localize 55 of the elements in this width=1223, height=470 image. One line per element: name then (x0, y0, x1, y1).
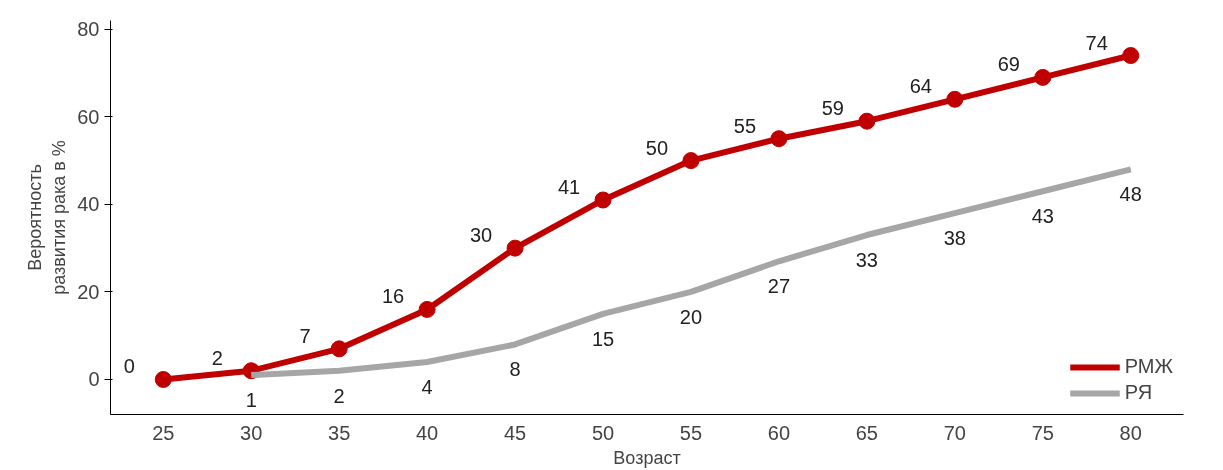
y-tick-label: 20 (77, 280, 100, 303)
point (770, 130, 788, 148)
legend-label: РМЖ (1124, 355, 1173, 378)
point (594, 191, 612, 209)
data-label: 2 (333, 384, 345, 407)
y-axis-title: Вероятность развития рака в % (25, 140, 70, 295)
x-tick-label: 50 (591, 421, 615, 444)
x-axis-title: Возраст (613, 447, 681, 468)
data-label: 2 (211, 346, 223, 369)
x-tick-label: 25 (152, 421, 175, 444)
point (330, 340, 348, 358)
data-label: 0 (123, 355, 135, 378)
point (1034, 68, 1052, 86)
data-label: 15 (591, 327, 615, 350)
data-label: 55 (733, 114, 757, 137)
data-label: 41 (557, 175, 581, 198)
point (506, 239, 524, 257)
data-label: 27 (767, 275, 791, 298)
data-label: 33 (855, 249, 878, 272)
y-tick-label: 40 (77, 193, 100, 216)
data-label: 64 (909, 75, 932, 98)
x-tick-label: 65 (855, 421, 878, 444)
data-label: 69 (997, 53, 1020, 76)
data-label: 48 (1119, 183, 1142, 206)
point (858, 112, 876, 130)
legend-label: РЯ (1124, 381, 1153, 404)
y-tick-label: 80 (77, 18, 100, 41)
data-label: 59 (821, 97, 844, 120)
data-label: 4 (421, 375, 433, 398)
data-label: 50 (645, 136, 669, 159)
data-label: 7 (299, 324, 311, 347)
x-tick-label: 60 (767, 421, 791, 444)
point (946, 90, 964, 108)
point (682, 152, 700, 170)
data-label: 8 (509, 358, 521, 381)
point (418, 300, 436, 318)
x-tick-label: 40 (416, 421, 439, 444)
x-tick-label: 80 (1119, 421, 1142, 444)
point (1122, 47, 1140, 65)
y-tick-label: 0 (88, 368, 100, 391)
data-label: 38 (943, 227, 966, 250)
data-label: 20 (679, 305, 703, 328)
data-label: 1 (245, 389, 257, 412)
data-label: 43 (1031, 205, 1054, 228)
data-label: 30 (469, 224, 493, 247)
x-tick-label: 75 (1031, 421, 1054, 444)
y-tick-label: 60 (77, 105, 100, 128)
x-tick-label: 45 (503, 421, 527, 444)
x-tick-label: 35 (328, 421, 351, 444)
data-label: 74 (1085, 31, 1108, 54)
data-label: 16 (382, 285, 405, 308)
point (154, 370, 172, 388)
x-tick-label: 70 (943, 421, 966, 444)
x-tick-label: 30 (240, 421, 263, 444)
x-tick-label: 55 (679, 421, 703, 444)
